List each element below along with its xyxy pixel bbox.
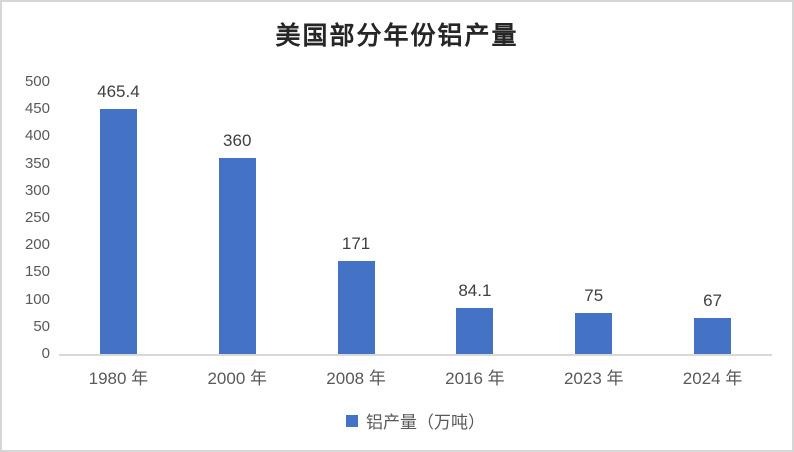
bar-value-label: 360 [223,131,252,151]
bar-slot: 67 [653,82,772,354]
y-axis-tick-label: 350 [24,154,50,172]
bar-slot: 171 [297,82,416,354]
bar-slot: 360 [178,82,297,354]
x-axis-category-label: 2016 年 [445,369,505,388]
y-axis-tick-label: 300 [24,181,50,199]
y-axis-tick-label: 0 [41,345,50,362]
y-axis-tick-label: 450 [24,100,50,118]
bar[interactable] [694,317,732,354]
x-axis-category-label: 2023 年 [563,369,624,388]
y-axis-tick-label: 400 [24,127,50,145]
bar[interactable] [337,260,375,354]
y-axis-tick-label: 500 [24,73,50,90]
x-axis-category-label: 1980 年 [88,369,149,388]
x-axis: 1980 年 2000 年 2008 年 2016 年 2023 年 2024 年 [59,364,772,389]
x-axis-category-label: 2008 年 [326,369,386,388]
bar-value-label: 465.4 [97,82,140,101]
legend-label: 铝产量（万吨） [366,413,485,432]
y-axis-tick-label: 250 [24,209,50,226]
y-axis-tick-label: 150 [24,263,50,281]
bar-value-label: 171 [341,233,371,253]
bar-value-label: 75 [584,286,604,306]
y-axis-tick-label: 100 [24,290,50,308]
chart-title: 美国部分年份铝产量 [275,23,519,50]
bar-slot: 465.4 [59,82,178,354]
bar-value-label: 67 [703,290,723,310]
bar[interactable] [456,308,494,354]
x-axis-category-label: 2000 年 [207,369,268,388]
y-axis-tick-label: 200 [24,236,50,254]
y-axis-tick-label: 50 [33,317,50,335]
bar-value-label: 84.1 [458,281,492,301]
bar[interactable] [575,313,613,354]
x-axis-category-label: 2024 年 [682,369,743,388]
bar[interactable] [218,158,256,354]
plot-area: 465.4 360 171 84.1 75 67 [59,82,772,356]
legend-swatch-icon [346,414,358,427]
legend: 铝产量（万吨） [59,408,772,433]
bar-slot: 84.1 [415,82,534,354]
bar-slot: 75 [534,82,653,354]
bar[interactable] [99,109,137,354]
